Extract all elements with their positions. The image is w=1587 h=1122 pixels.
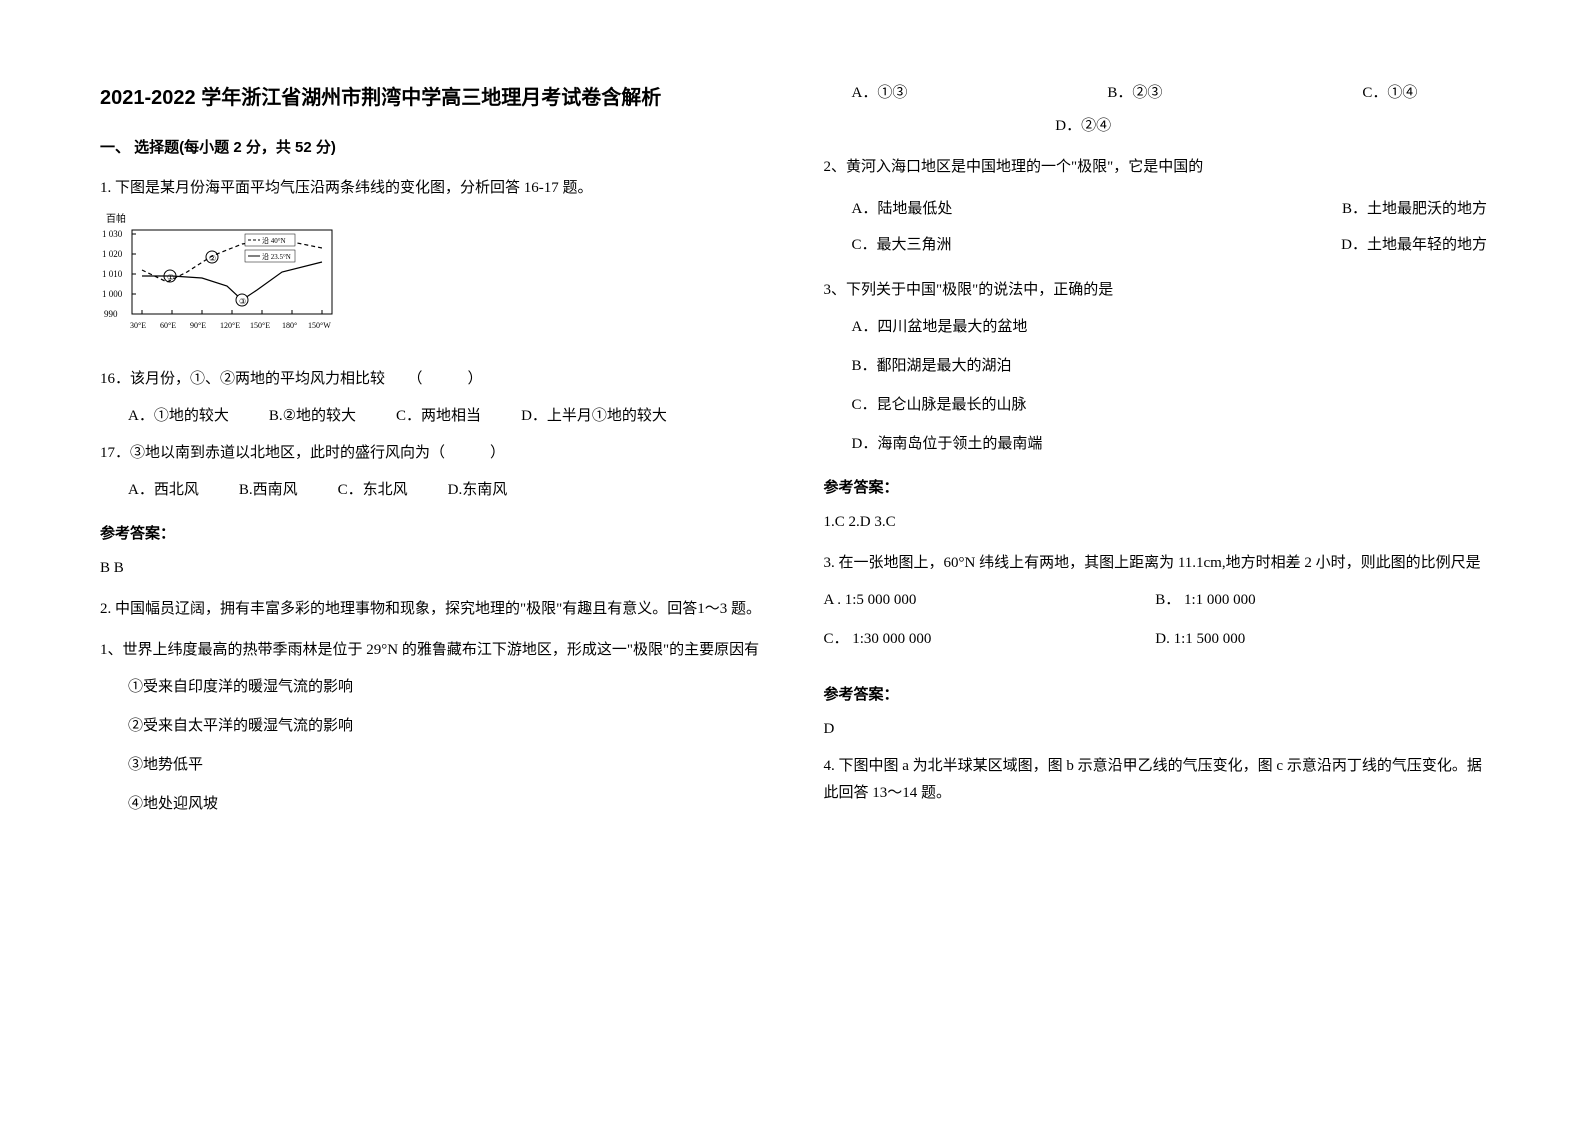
ytick-1030: 1 030 bbox=[102, 229, 123, 239]
q2s3-opt-d: D．海南岛位于领土的最南端 bbox=[852, 431, 1488, 458]
q1-intro: 1. 下图是某月份海平面平均气压沿两条纬线的变化图，分析回答 16-17 题。 bbox=[100, 175, 764, 202]
q2-item-3: ③地势低平 bbox=[128, 752, 764, 779]
q2-sub2: 2、黄河入海口地区是中国地理的一个"极限"，它是中国的 bbox=[824, 154, 1488, 181]
q4-intro: 4. 下图中图 a 为北半球某区域图，图 b 示意沿甲乙线的气压变化，图 c 示… bbox=[824, 753, 1488, 807]
right-column: A．①③ B．②③ C．①④ D．②④ 2、黄河入海口地区是中国地理的一个"极限… bbox=[824, 80, 1488, 824]
q2s1-opt-d: D．②④ bbox=[1055, 118, 1111, 134]
ytick-990: 990 bbox=[104, 309, 118, 319]
legend-40: 沿 40°N bbox=[262, 236, 286, 245]
q17-opt-a: A．西北风 bbox=[128, 477, 199, 504]
xtick-2: 90°E bbox=[190, 321, 206, 330]
ytick-1020: 1 020 bbox=[102, 249, 123, 259]
q2s2-opt-c: C．最大三角洲 bbox=[852, 227, 952, 263]
section-1-heading: 一、 选择题(每小题 2 分，共 52 分) bbox=[100, 134, 764, 161]
q3-opt-a: A . 1:5 000 000 bbox=[824, 587, 1156, 614]
q2-item-2: ②受来自太平洋的暖湿气流的影响 bbox=[128, 713, 764, 740]
q2-intro: 2. 中国幅员辽阔，拥有丰富多彩的地理事物和现象，探究地理的"极限"有趣且有意义… bbox=[100, 596, 764, 623]
q16-opt-d: D．上半月①地的较大 bbox=[521, 403, 667, 430]
xtick-0: 30°E bbox=[130, 321, 146, 330]
q2s3-opt-a: A．四川盆地是最大的盆地 bbox=[852, 314, 1488, 341]
marker-3: ③ bbox=[239, 297, 246, 306]
q2s3-opt-c: C．昆仑山脉是最长的山脉 bbox=[852, 392, 1488, 419]
marker-2: ② bbox=[209, 254, 216, 263]
legend-235: 沿 23.5°N bbox=[262, 252, 291, 261]
q16: 16．该月份，①、②两地的平均风力相比较 （ ） bbox=[100, 366, 764, 393]
ytick-1010: 1 010 bbox=[102, 269, 123, 279]
xtick-1: 60°E bbox=[160, 321, 176, 330]
q3-opt-b: B． 1:1 000 000 bbox=[1155, 587, 1487, 614]
q2-item-4: ④地处迎风坡 bbox=[128, 791, 764, 818]
q3-options: A . 1:5 000 000 B． 1:1 000 000 C． 1:30 0… bbox=[824, 587, 1488, 665]
answer-3: D bbox=[824, 716, 1488, 743]
q2-sub2-options: A．陆地最低处 B．土地最肥沃的地方 C．最大三角洲 D．土地最年轻的地方 bbox=[824, 191, 1488, 263]
xtick-6: 150°W bbox=[308, 321, 331, 330]
q2s1-opt-c: C．①④ bbox=[1362, 80, 1417, 107]
q3-opt-c: C． 1:30 000 000 bbox=[824, 626, 1156, 653]
q3-opt-d: D. 1:1 500 000 bbox=[1155, 626, 1487, 653]
marker-1: ① bbox=[167, 273, 174, 282]
q2s2-opt-a: A．陆地最低处 bbox=[852, 191, 953, 227]
q2s2-opt-b: B．土地最肥沃的地方 bbox=[1342, 191, 1487, 227]
exam-title: 2021-2022 学年浙江省湖州市荆湾中学高三地理月考试卷含解析 bbox=[100, 80, 764, 116]
xtick-5: 180° bbox=[282, 321, 297, 330]
q16-opt-c: C．两地相当 bbox=[396, 403, 481, 430]
q2-sub1-options: A．①③ B．②③ C．①④ bbox=[824, 80, 1488, 107]
q17-opt-d: D.东南风 bbox=[448, 477, 508, 504]
answer-1: B B bbox=[100, 555, 764, 582]
q2s1-opt-b: B．②③ bbox=[1107, 80, 1162, 107]
q2-sub1-items: ①受来自印度洋的暖湿气流的影响 ②受来自太平洋的暖湿气流的影响 ③地势低平 ④地… bbox=[100, 674, 764, 818]
answer-heading-2: 参考答案： bbox=[824, 474, 1488, 501]
q17-opt-c: C．东北风 bbox=[338, 477, 408, 504]
q2s2-opt-d: D．土地最年轻的地方 bbox=[1341, 227, 1487, 263]
xtick-3: 120°E bbox=[220, 321, 240, 330]
q2-item-1: ①受来自印度洋的暖湿气流的影响 bbox=[128, 674, 764, 701]
pressure-chart: 百帕 1 030 1 020 1 010 1 000 990 bbox=[100, 212, 340, 352]
q16-opt-b: B.②地的较大 bbox=[269, 403, 356, 430]
q2-sub1: 1、世界上纬度最高的热带季雨林是位于 29°N 的雅鲁藏布江下游地区，形成这一"… bbox=[100, 637, 764, 664]
exam-page: 2021-2022 学年浙江省湖州市荆湾中学高三地理月考试卷含解析 一、 选择题… bbox=[100, 80, 1487, 824]
left-column: 2021-2022 学年浙江省湖州市荆湾中学高三地理月考试卷含解析 一、 选择题… bbox=[100, 80, 764, 824]
q2-sub3-options: A．四川盆地是最大的盆地 B．鄱阳湖是最大的湖泊 C．昆仑山脉是最长的山脉 D．… bbox=[824, 314, 1488, 458]
q17-opt-b: B.西南风 bbox=[239, 477, 298, 504]
q17: 17．③地以南到赤道以北地区，此时的盛行风向为（ ） bbox=[100, 440, 764, 467]
answer-2: 1.C 2.D 3.C bbox=[824, 509, 1488, 536]
y-axis-label: 百帕 bbox=[106, 212, 126, 225]
answer-heading-1: 参考答案： bbox=[100, 520, 764, 547]
q16-opt-a: A．①地的较大 bbox=[128, 403, 229, 430]
q2s1-opt-c-wrap: D．②④ bbox=[824, 113, 1488, 140]
q2s3-opt-b: B．鄱阳湖是最大的湖泊 bbox=[852, 353, 1488, 380]
ytick-1000: 1 000 bbox=[102, 289, 123, 299]
xtick-4: 150°E bbox=[250, 321, 270, 330]
q17-options: A．西北风 B.西南风 C．东北风 D.东南风 bbox=[100, 477, 764, 504]
answer-heading-3: 参考答案： bbox=[824, 681, 1488, 708]
q16-options: A．①地的较大 B.②地的较大 C．两地相当 D．上半月①地的较大 bbox=[100, 403, 764, 430]
q3-intro: 3. 在一张地图上，60°N 纬线上有两地，其图上距离为 11.1cm,地方时相… bbox=[824, 550, 1488, 577]
q2-sub3: 3、下列关于中国"极限"的说法中，正确的是 bbox=[824, 277, 1488, 304]
chart-frame bbox=[132, 230, 332, 314]
q2s1-opt-a: A．①③ bbox=[852, 80, 908, 107]
